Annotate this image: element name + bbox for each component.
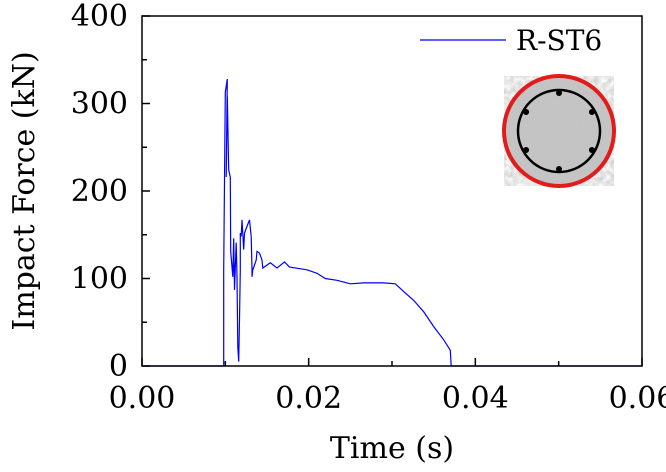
x-tick-label: 0.06 — [609, 381, 666, 416]
y-tick-label: 0 — [109, 349, 128, 384]
rebar-dot — [588, 109, 595, 115]
cross-section-inset — [502, 74, 616, 188]
rebar-dot — [556, 166, 562, 172]
x-tick-label: 0.00 — [109, 381, 176, 416]
x-axis-label: Time (s) — [330, 431, 454, 466]
rebar-dots — [523, 90, 595, 172]
y-tick-label: 200 — [71, 174, 128, 209]
rebar-dot — [523, 109, 530, 115]
legend: R-ST6 — [420, 24, 602, 57]
steel-tube — [502, 74, 616, 188]
y-tick-label: 400 — [71, 0, 128, 34]
x-tick-label: 0.04 — [442, 381, 509, 416]
legend-label: R-ST6 — [516, 24, 602, 57]
y-axis-label: Impact Force (kN) — [7, 51, 42, 330]
rebar-dot — [523, 147, 530, 153]
plot-frame — [141, 15, 643, 367]
y-tick-label: 300 — [71, 87, 128, 122]
series-line-r-st6 — [142, 78, 642, 367]
y-tick-label: 100 — [71, 262, 128, 297]
rebar-dot — [588, 147, 595, 153]
rebar-dot — [556, 90, 562, 96]
x-tick-label: 0.02 — [275, 381, 342, 416]
